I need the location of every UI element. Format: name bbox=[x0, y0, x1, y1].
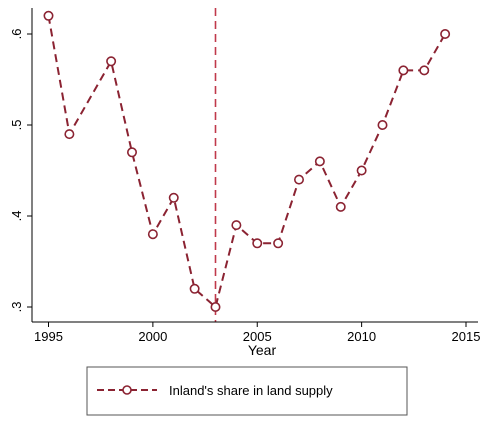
x-tick-label: 2010 bbox=[347, 329, 376, 344]
data-point bbox=[210, 301, 221, 312]
data-point bbox=[64, 129, 75, 140]
data-point bbox=[398, 65, 409, 76]
x-tick-label: 2005 bbox=[243, 329, 272, 344]
data-point bbox=[231, 220, 242, 231]
x-tick-label: 1995 bbox=[34, 329, 63, 344]
x-tick-label: 2015 bbox=[452, 329, 481, 344]
data-point bbox=[127, 147, 138, 158]
legend-label: Inland's share in land supply bbox=[169, 383, 333, 398]
data-point bbox=[377, 120, 388, 131]
data-point bbox=[335, 201, 346, 212]
data-point bbox=[189, 283, 200, 294]
x-tick-label: 2000 bbox=[138, 329, 167, 344]
y-tick-label: .4 bbox=[9, 211, 24, 222]
data-point bbox=[168, 192, 179, 203]
y-tick-label: .5 bbox=[9, 120, 24, 131]
data-point bbox=[252, 238, 263, 249]
y-tick-label: .3 bbox=[9, 302, 24, 313]
data-point bbox=[293, 174, 304, 185]
data-point bbox=[147, 229, 158, 240]
y-tick-label: .6 bbox=[9, 29, 24, 40]
data-point bbox=[314, 156, 325, 167]
data-point bbox=[106, 56, 117, 67]
data-point bbox=[356, 165, 367, 176]
data-point bbox=[43, 10, 54, 21]
x-axis-title: Year bbox=[248, 342, 277, 358]
legend: Inland's share in land supply bbox=[86, 366, 408, 416]
legend-box bbox=[86, 366, 408, 416]
data-point bbox=[440, 28, 451, 39]
data-point bbox=[273, 238, 284, 249]
data-point bbox=[419, 65, 430, 76]
legend-marker-sample bbox=[122, 385, 132, 395]
